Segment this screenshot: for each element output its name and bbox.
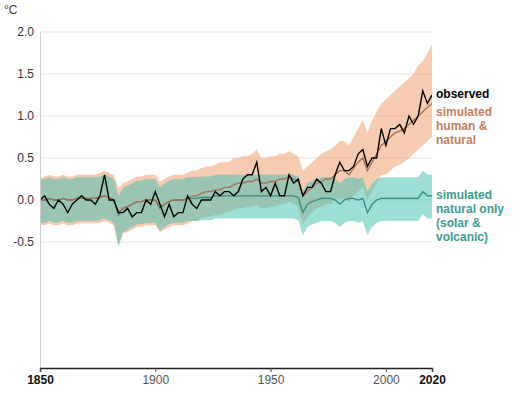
grid-line: [40, 32, 432, 33]
legend-label-line: observed: [436, 87, 489, 101]
grid-line: [40, 74, 432, 75]
x-tick-label: 1850: [27, 373, 54, 387]
x-tick: 2020: [419, 368, 446, 387]
legend-label: simulatednatural only(solar &volcanic): [436, 188, 504, 244]
x-tick-mark: [155, 368, 156, 372]
legend-label-line: natural: [436, 133, 476, 147]
x-axis-line: [41, 369, 433, 373]
legend-label-line: natural only: [436, 202, 504, 216]
chart: -0.5 0.0 0.5 1.0 1.5 2.0 1850 1900 1950 2000 2020 °…: [0, 0, 513, 398]
y-tick: -0.5: [13, 235, 40, 249]
y-tick: 0.5: [17, 151, 40, 165]
y-tick-label: -0.5: [13, 235, 34, 249]
y-tick-label: 1.5: [17, 67, 34, 81]
x-tick: 1850: [27, 368, 54, 387]
range-band: [40, 45, 432, 247]
x-tick-label: 1950: [258, 373, 285, 387]
legend: observedsimulatedhuman &naturalsimulated…: [436, 87, 504, 244]
legend-label-line: (solar &: [436, 216, 481, 230]
x-tick-label: 2020: [419, 373, 446, 387]
legend-label-line: simulated: [436, 188, 492, 202]
grid-line: [40, 242, 432, 243]
legend-label-line: volcanic): [436, 230, 488, 244]
legend-label-line: human &: [436, 119, 488, 133]
x-tick-label: 2000: [373, 373, 400, 387]
x-axis: 1850 1900 1950 2000 2020: [27, 368, 446, 387]
x-tick: 1950: [258, 368, 285, 387]
y-tick: 1.0: [17, 109, 40, 123]
x-tick-mark: [40, 368, 41, 372]
legend-label: simulatedhuman &natural: [436, 105, 492, 147]
x-tick-mark: [271, 368, 272, 372]
range-band: [40, 171, 432, 247]
x-tick-label: 1900: [142, 373, 169, 387]
y-tick-label: 2.0: [17, 25, 34, 39]
y-tick-label: 0.0: [17, 193, 34, 207]
grid-line: [40, 116, 432, 117]
legend-label-line: simulated: [436, 105, 492, 119]
y-tick-label: 1.0: [17, 109, 34, 123]
y-tick: 0.0: [17, 193, 40, 207]
y-tick: 1.5: [17, 67, 40, 81]
y-tick-label: 0.5: [17, 151, 34, 165]
legend-label: observed: [436, 87, 489, 101]
plot-area: [40, 45, 432, 247]
y-tick: 2.0: [17, 25, 40, 39]
y-axis-title: °C: [4, 3, 18, 17]
x-tick: 2000: [373, 368, 400, 387]
y-axis: -0.5 0.0 0.5 1.0 1.5 2.0: [13, 25, 40, 368]
x-tick: 1900: [142, 368, 169, 387]
x-tick-mark: [386, 368, 387, 372]
x-tick-mark: [432, 368, 433, 372]
y-axis-line: [40, 33, 41, 369]
series-line: [40, 91, 432, 217]
series-line: [40, 192, 432, 216]
